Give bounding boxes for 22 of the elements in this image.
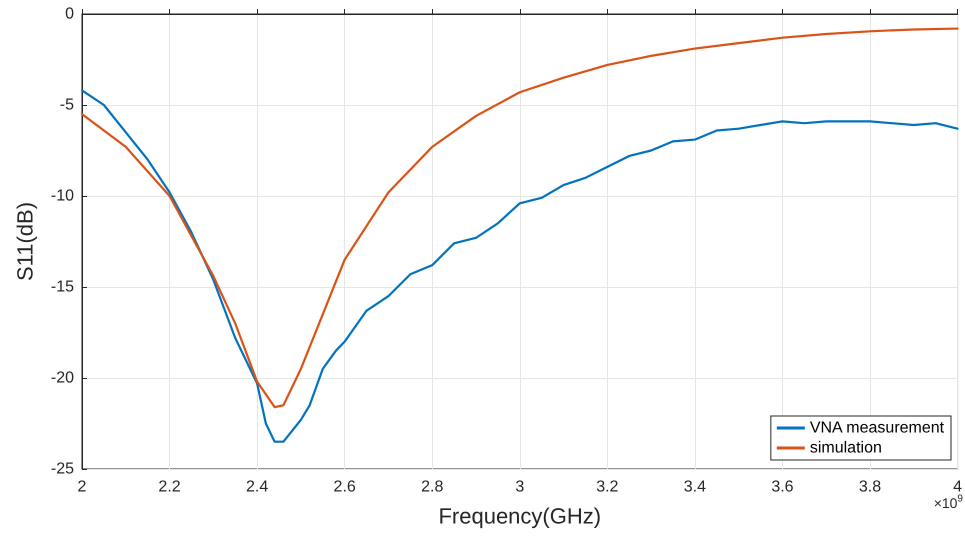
legend-label: VNA measurement bbox=[810, 420, 945, 436]
x-tick-label: 3.8 bbox=[858, 478, 882, 496]
y-tick-label: -25 bbox=[50, 460, 74, 478]
y-tick-label: -5 bbox=[60, 96, 74, 114]
x-tick-label: 3.6 bbox=[771, 478, 794, 496]
x-tick-label: 2.2 bbox=[158, 478, 181, 496]
y-tick-label: -10 bbox=[50, 188, 74, 204]
x-tick-label: 2.8 bbox=[421, 478, 444, 496]
x-tick-label: 3.4 bbox=[684, 478, 706, 496]
legend-label: simulation bbox=[810, 440, 882, 456]
x-tick-label: 2.4 bbox=[246, 478, 268, 496]
y-tick-label: -15 bbox=[50, 278, 74, 296]
y-tick-label: -20 bbox=[50, 370, 74, 386]
x-axis-title: Frequency(GHz) bbox=[438, 504, 602, 528]
x-tick-label: 2.6 bbox=[334, 478, 356, 496]
y-axis-title: S11(dB) bbox=[12, 202, 38, 282]
line-series bbox=[80, 27, 959, 408]
x-tick-label: 3.2 bbox=[596, 478, 619, 496]
x-tick-label: 4 bbox=[953, 478, 962, 496]
y-tick-label: 0 bbox=[65, 6, 74, 22]
x-tick-label: 3 bbox=[515, 478, 524, 496]
x-tick-label: 2 bbox=[78, 478, 87, 496]
